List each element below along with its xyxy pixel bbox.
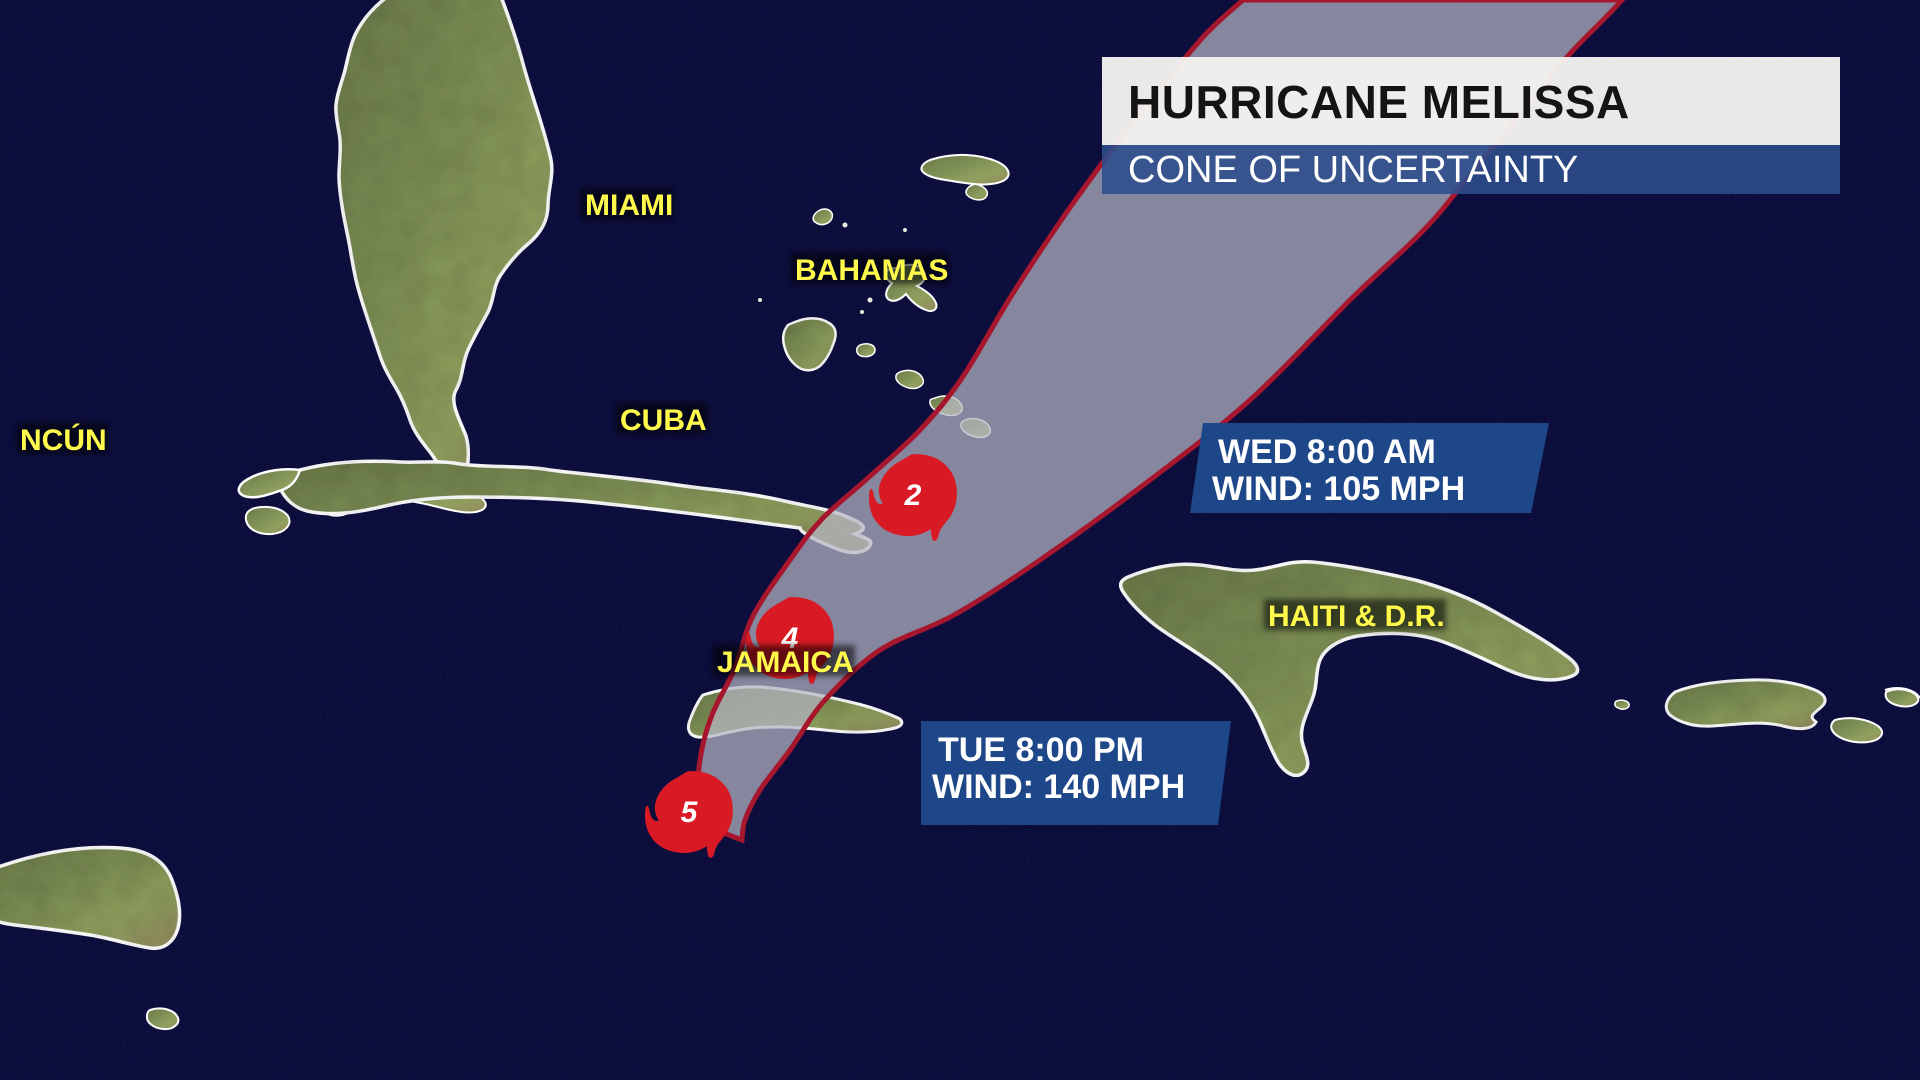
svg-text:NCÚN: NCÚN: [20, 423, 107, 457]
svg-text:CUBA: CUBA: [620, 404, 707, 437]
svg-text:JAMAICA: JAMAICA: [717, 646, 854, 679]
svg-text:2: 2: [904, 479, 922, 512]
svg-text:HAITI & D.R.: HAITI & D.R.: [1268, 600, 1445, 633]
svg-text:HURRICANE MELISSA: HURRICANE MELISSA: [1128, 76, 1630, 128]
svg-text:WIND: 140 MPH: WIND: 140 MPH: [932, 768, 1185, 806]
svg-text:MIAMI: MIAMI: [585, 189, 673, 222]
svg-text:TUE 8:00 PM: TUE 8:00 PM: [938, 731, 1144, 769]
svg-text:WED 8:00 AM: WED 8:00 AM: [1218, 433, 1436, 471]
svg-text:CONE OF UNCERTAINTY: CONE OF UNCERTAINTY: [1128, 149, 1578, 191]
svg-text:BAHAMAS: BAHAMAS: [795, 254, 948, 287]
svg-text:5: 5: [681, 796, 699, 829]
svg-text:WIND: 105 MPH: WIND: 105 MPH: [1212, 470, 1465, 508]
